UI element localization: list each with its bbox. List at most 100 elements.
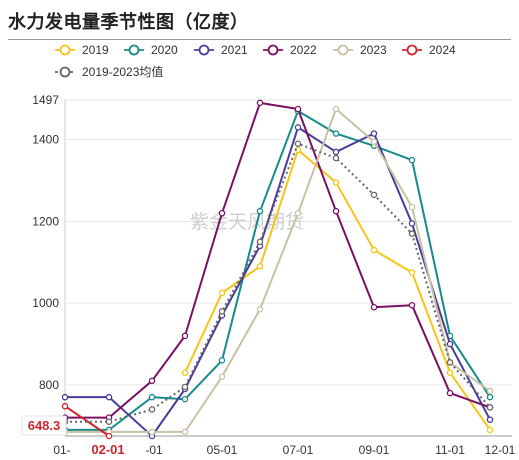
- data-point[interactable]: [408, 269, 416, 276]
- legend-item[interactable]: 2020: [124, 43, 178, 57]
- legend-item[interactable]: 2019-2023均值: [55, 64, 163, 79]
- legend-label: 2024: [429, 43, 456, 57]
- series-line: [65, 142, 491, 423]
- pointer-date-label: 02-01: [91, 442, 124, 457]
- data-point[interactable]: [332, 154, 340, 162]
- data-point[interactable]: [408, 156, 416, 164]
- data-point[interactable]: [486, 426, 494, 434]
- data-point[interactable]: [148, 406, 156, 413]
- legend-item[interactable]: 2022: [263, 43, 317, 57]
- data-point[interactable]: [370, 138, 378, 145]
- series-2: [61, 124, 494, 440]
- data-point[interactable]: [486, 404, 494, 411]
- data-point[interactable]: [294, 140, 302, 147]
- y-tick-label: 1000: [32, 296, 59, 310]
- data-point[interactable]: [181, 428, 189, 436]
- data-point[interactable]: [370, 303, 378, 311]
- data-point[interactable]: [294, 209, 302, 217]
- series-line: [65, 101, 491, 419]
- x-tick-label: 05-01: [207, 443, 238, 457]
- series-layer: [61, 99, 494, 440]
- data-point[interactable]: [370, 130, 378, 137]
- data-point[interactable]: [370, 191, 378, 199]
- x-tick-label: -01: [145, 443, 163, 457]
- watermark: 紫金天风期货: [190, 211, 304, 233]
- data-point[interactable]: [332, 105, 340, 113]
- legend-swatch-marker: [337, 44, 349, 56]
- data-point[interactable]: [61, 402, 69, 410]
- x-tick-label: 01-: [53, 443, 70, 457]
- data-point[interactable]: [446, 369, 454, 376]
- data-point[interactable]: [218, 308, 226, 315]
- data-point[interactable]: [256, 207, 264, 215]
- data-point[interactable]: [61, 393, 69, 401]
- legend-swatch-marker: [59, 66, 71, 78]
- data-point[interactable]: [218, 373, 226, 380]
- data-point[interactable]: [486, 387, 494, 395]
- data-point[interactable]: [332, 207, 340, 215]
- series-6: [61, 140, 494, 425]
- y-tick-label: 1200: [32, 214, 59, 228]
- pointer-overlay: 648.3 02-01: [21, 415, 125, 457]
- y-tick-label: 1497: [32, 93, 59, 107]
- data-point[interactable]: [370, 246, 378, 254]
- x-tick-label: 12-01: [485, 443, 516, 457]
- series-line: [65, 107, 491, 433]
- series-line: [184, 148, 491, 431]
- title-divider: [8, 39, 511, 40]
- data-point[interactable]: [105, 393, 113, 401]
- legend-label: 2019-2023均值: [82, 64, 163, 79]
- data-point[interactable]: [181, 369, 189, 376]
- x-tick-label: 11-01: [435, 443, 465, 457]
- legend-swatch-marker: [128, 44, 140, 56]
- data-point[interactable]: [256, 263, 264, 270]
- legend-swatch-marker: [267, 44, 279, 56]
- legend: 2019 2020 2021 2022 2023 2024 2019-2023均值: [55, 43, 456, 79]
- legend-item[interactable]: 2023: [333, 43, 387, 57]
- data-point[interactable]: [148, 428, 156, 436]
- data-point[interactable]: [148, 377, 156, 385]
- data-point[interactable]: [332, 130, 340, 137]
- data-point[interactable]: [181, 332, 189, 340]
- data-point[interactable]: [218, 289, 226, 297]
- data-point[interactable]: [408, 203, 416, 211]
- data-point[interactable]: [332, 148, 340, 156]
- data-point[interactable]: [181, 383, 189, 391]
- legend-item[interactable]: 2019: [55, 43, 109, 57]
- legend-label: 2023: [360, 43, 387, 57]
- data-point[interactable]: [486, 416, 494, 423]
- data-point[interactable]: [181, 395, 189, 403]
- data-point[interactable]: [148, 393, 156, 401]
- pointer-value-label: 648.3: [28, 418, 61, 433]
- y-tick-label: 1400: [32, 133, 59, 147]
- data-point[interactable]: [218, 209, 226, 217]
- data-point[interactable]: [294, 105, 302, 113]
- legend-swatch-marker: [198, 44, 210, 56]
- data-point[interactable]: [105, 432, 113, 440]
- data-point[interactable]: [408, 230, 416, 237]
- legend-item[interactable]: 2024: [402, 43, 456, 57]
- series-0: [181, 146, 494, 434]
- series-3: [61, 99, 494, 421]
- series-line: [65, 110, 491, 431]
- legend-label: 2019: [82, 43, 109, 57]
- data-point[interactable]: [256, 306, 264, 313]
- data-point[interactable]: [256, 238, 264, 246]
- legend-label: 2020: [151, 43, 178, 57]
- data-point[interactable]: [332, 179, 340, 186]
- data-point[interactable]: [105, 418, 113, 425]
- data-point[interactable]: [446, 389, 454, 397]
- series-line: [65, 126, 491, 437]
- axes: 1497 1400 1200 1000 800 01- -01 05-01 07-01 09-01…: [32, 93, 515, 457]
- data-point[interactable]: [256, 99, 264, 107]
- data-point[interactable]: [408, 220, 416, 227]
- data-point[interactable]: [446, 359, 454, 366]
- legend-label: 2021: [221, 43, 248, 57]
- data-point[interactable]: [218, 357, 226, 364]
- data-point[interactable]: [446, 340, 454, 348]
- data-point[interactable]: [294, 124, 302, 131]
- data-point[interactable]: [408, 301, 416, 309]
- legend-item[interactable]: 2021: [194, 43, 248, 57]
- data-point[interactable]: [486, 393, 494, 401]
